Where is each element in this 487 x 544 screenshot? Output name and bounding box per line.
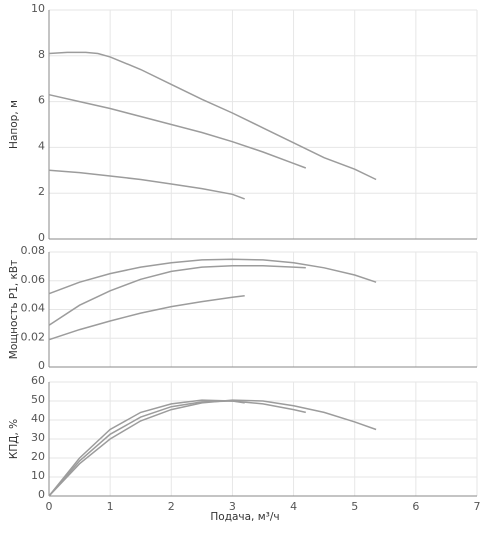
efficiency-ytick-label: 50 — [31, 393, 45, 406]
head-ytick-label: 0 — [38, 231, 45, 244]
efficiency-ytick-label: 20 — [31, 450, 45, 463]
power-series-1 — [48, 258, 377, 295]
power-ytick-label: 0.04 — [21, 302, 46, 315]
head-ytick-label: 2 — [38, 185, 45, 198]
power-series-2 — [48, 264, 306, 326]
efficiency-xtick-label: 4 — [290, 500, 297, 513]
efficiency-xtick-label: 5 — [351, 500, 358, 513]
efficiency-xlabel: Подача, м³/ч — [210, 511, 279, 523]
head-ytick-label: 6 — [38, 94, 45, 107]
efficiency-xtick-label: 7 — [474, 500, 481, 513]
efficiency-xtick-label: 0 — [46, 500, 53, 513]
power-ylabel: Мощность P1, кВт — [8, 260, 20, 359]
power-ytick-label: 0.02 — [21, 330, 46, 343]
efficiency-ytick-label: 40 — [31, 412, 45, 425]
head-series-1 — [48, 51, 377, 181]
efficiency-ytick-label: 30 — [31, 431, 45, 444]
efficiency-xtick-label: 3 — [229, 500, 236, 513]
power-ytick-label: 0.08 — [21, 244, 46, 257]
efficiency-xtick-label: 2 — [168, 500, 175, 513]
efficiency-ylabel: КПД, % — [8, 419, 20, 459]
efficiency-xtick-label: 6 — [412, 500, 419, 513]
efficiency-xtick-label: 1 — [107, 500, 114, 513]
head-series-2 — [48, 93, 307, 169]
head-ytick-label: 4 — [38, 139, 45, 152]
head-ytick-label: 10 — [31, 2, 45, 15]
efficiency-series-1 — [48, 399, 377, 497]
head-series-3 — [48, 169, 245, 200]
efficiency-series-3 — [48, 399, 245, 497]
head-panel: 0 2 4 6 8 10 Напор, м — [8, 2, 478, 244]
efficiency-ytick-label: 10 — [31, 469, 45, 482]
head-ytick-label: 8 — [38, 48, 45, 61]
efficiency-series-2 — [48, 400, 306, 497]
efficiency-ytick-label: 0 — [38, 488, 45, 501]
power-ytick-label: 0.06 — [21, 273, 46, 286]
power-ytick-label: 0 — [38, 359, 45, 372]
efficiency-panel: 0 10 20 30 40 50 60 0 1 2 3 4 5 6 7 КПД, % Подача, м³/ч — [8, 374, 481, 523]
head-ylabel: Напор, м — [8, 100, 20, 149]
efficiency-ytick-label: 60 — [31, 374, 45, 387]
power-series-3 — [48, 295, 245, 341]
